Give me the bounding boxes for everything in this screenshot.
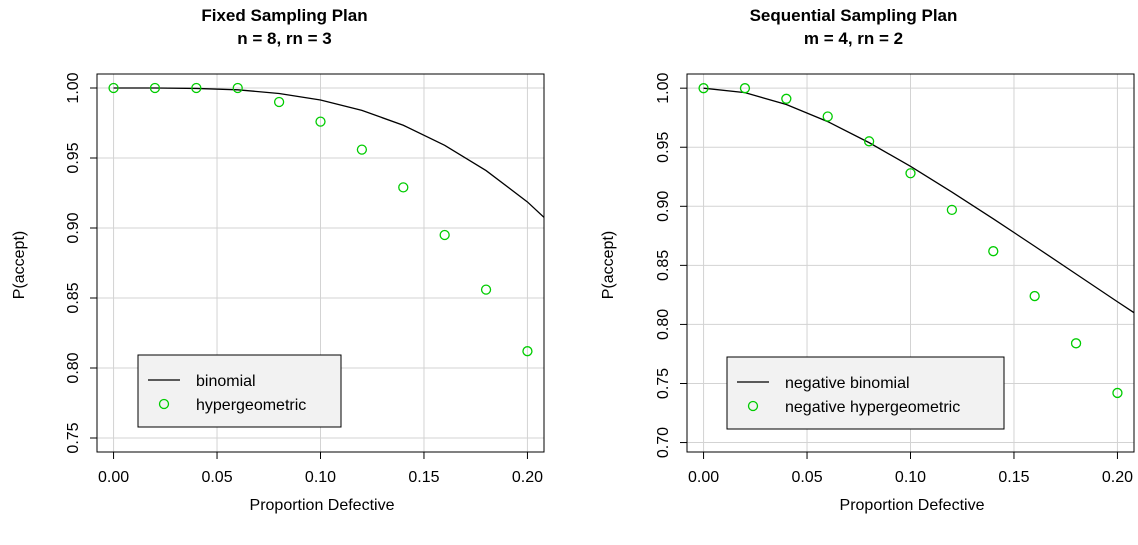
x-tick-label: 0.05 xyxy=(791,469,822,486)
data-point xyxy=(822,111,833,122)
y-tick-label: 0.75 xyxy=(655,368,672,399)
y-axis: 0.75 0.80 0.85 0.90 0.95 1.00 xyxy=(65,72,97,454)
series-1 xyxy=(698,83,1123,399)
y-tick-label: 0.80 xyxy=(65,352,82,383)
series-0 xyxy=(113,87,544,219)
legend: negative binomial negative hypergeometric xyxy=(726,356,1005,430)
x-tick-label: 0.00 xyxy=(688,469,719,486)
x-tick-label: 0.20 xyxy=(1102,469,1133,486)
y-axis-label: P(accept) xyxy=(600,230,617,300)
x-axis: 0.00 0.05 0.10 0.15 0.20 xyxy=(688,452,1133,486)
series-1 xyxy=(108,82,533,357)
data-point xyxy=(356,144,368,155)
chart-subtitle: m = 4, rn = 2 xyxy=(803,29,904,48)
sequential-sampling-plot: 0.00 0.05 0.10 0.15 0.20 0.70 0.75 0.80 0.85 0.90… xyxy=(655,73,1135,486)
fixed-sampling-plot: 0.00 0.05 0.10 0.15 0.20 0.75 0.80 0.85 0.90 0.95… xyxy=(65,72,545,486)
data-point xyxy=(781,93,792,104)
data-point xyxy=(1029,290,1040,302)
legend-label: hypergeometric xyxy=(196,397,306,414)
y-tick-label: 1.00 xyxy=(655,73,672,104)
fixed-sampling-panel: Fixed Sampling Plan n = 8, rn = 3 0.00 0.… xyxy=(11,6,545,514)
x-axis-label: Proportion Defective xyxy=(839,497,985,514)
x-tick-label: 0.15 xyxy=(408,469,439,486)
legend-label: negative hypergeometric xyxy=(785,399,960,416)
data-point xyxy=(108,82,119,94)
y-tick-label: 1.00 xyxy=(65,72,82,103)
x-tick-label: 0.00 xyxy=(98,469,129,486)
y-tick-label: 0.95 xyxy=(65,142,82,173)
x-tick-label: 0.20 xyxy=(512,469,543,486)
y-tick-label: 0.95 xyxy=(655,132,672,163)
x-tick-label: 0.15 xyxy=(998,469,1029,486)
data-point xyxy=(988,246,999,257)
data-point xyxy=(946,204,958,215)
legend-point-swatch xyxy=(747,400,759,412)
chart-subtitle: n = 8, rn = 3 xyxy=(237,29,332,48)
legend: binomial hypergeometric xyxy=(137,354,342,428)
data-point xyxy=(149,82,161,94)
legend-box xyxy=(726,356,1005,430)
x-tick-label: 0.10 xyxy=(305,469,336,486)
series-line xyxy=(703,87,1134,314)
data-point xyxy=(905,168,916,179)
data-point xyxy=(698,83,709,94)
x-axis-label: Proportion Defective xyxy=(249,497,395,514)
legend-box xyxy=(137,354,342,428)
data-point xyxy=(232,82,243,94)
data-point xyxy=(739,83,751,94)
x-tick-label: 0.10 xyxy=(895,469,926,486)
y-tick-label: 0.90 xyxy=(65,212,82,243)
legend-label: binomial xyxy=(196,373,256,390)
y-tick-label: 0.70 xyxy=(655,427,672,458)
x-tick-label: 0.05 xyxy=(201,469,232,486)
sequential-sampling-panel: Sequential Sampling Plan m = 4, rn = 2 0… xyxy=(569,0,1138,545)
series-0 xyxy=(703,87,1134,314)
x-axis: 0.00 0.05 0.10 0.15 0.20 xyxy=(98,452,543,486)
y-axis-label: P(accept) xyxy=(11,230,28,300)
data-point xyxy=(191,82,202,94)
data-point xyxy=(1070,338,1082,349)
y-tick-label: 0.90 xyxy=(655,191,672,222)
y-tick-label: 0.85 xyxy=(65,282,82,313)
chart-title: Fixed Sampling Plan xyxy=(201,6,368,25)
y-axis: 0.70 0.75 0.80 0.85 0.90 0.95 1.00 xyxy=(655,73,687,458)
data-point xyxy=(480,284,492,295)
data-point xyxy=(1112,387,1123,399)
data-point xyxy=(273,96,285,108)
legend-point-swatch xyxy=(158,398,170,410)
legend-label: negative binomial xyxy=(785,375,910,392)
y-tick-label: 0.75 xyxy=(65,422,82,453)
y-tick-label: 0.80 xyxy=(655,309,672,340)
data-point xyxy=(522,346,533,357)
data-point xyxy=(315,116,326,127)
series-line xyxy=(113,87,544,219)
data-point xyxy=(398,182,409,193)
data-point xyxy=(863,136,875,147)
chart-title: Sequential Sampling Plan xyxy=(749,6,958,25)
data-point xyxy=(439,229,450,241)
y-tick-label: 0.85 xyxy=(655,250,672,281)
